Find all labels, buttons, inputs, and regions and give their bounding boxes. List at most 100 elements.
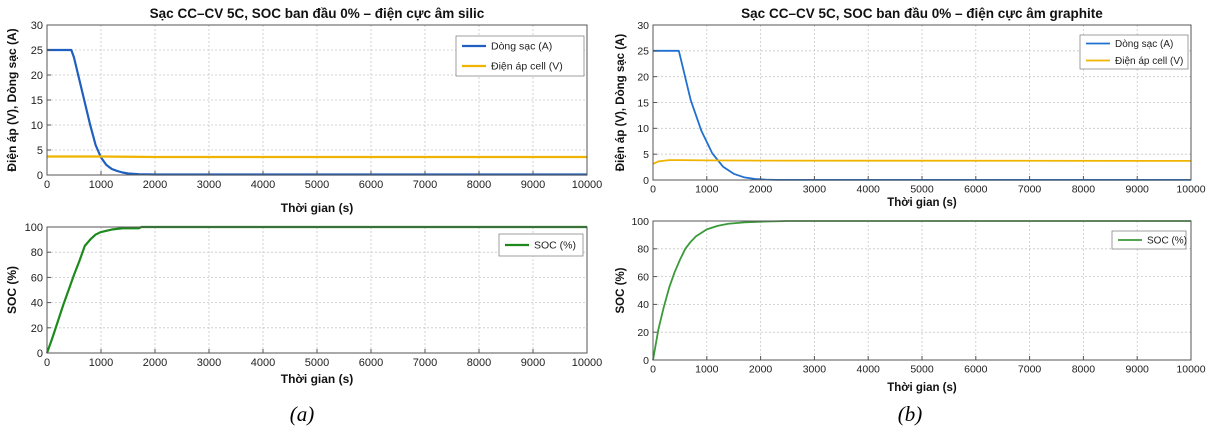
p1-c1-x-axis-label: Thời gian (s) [281,201,354,215]
p2-c1-xtick-label-0: 0 [650,184,656,196]
p1-c2-xtick-label-4: 4000 [251,357,275,369]
p1-c1-series-line-1 [47,48,587,176]
p2-c2-ytick-label-1: 20 [637,327,649,339]
p1-c2-xtick-label-7: 7000 [413,357,437,369]
p2-c1-xtick-label-10: 10000 [1176,184,1205,196]
p1-c1-ytick-label-4: 20 [31,70,43,82]
p2-c2-xtick-label-8: 8000 [1072,364,1096,376]
p2-c2-xtick-label-6: 6000 [964,364,988,376]
p1-c1-ytick-label-3: 15 [31,95,43,107]
p1-c1-xtick-label-2: 2000 [143,179,167,191]
p2-c1-ytick-label-5: 25 [637,46,649,58]
p1-c1-ytick-label-1: 5 [37,145,43,157]
p2-c1-ytick-label-0: 0 [643,175,649,187]
p1-c1-series-line-2 [47,155,587,159]
p2-c2-xtick-label-4: 4000 [857,364,881,376]
p2-c1-ytick-label-4: 20 [637,71,649,83]
p1-c1-xtick-label-0: 0 [44,179,50,191]
p1-c2-xtick-label-10: 10000 [572,357,603,369]
p1-c1-ytick-label-6: 30 [31,20,43,32]
p2-c1-xtick-label-8: 8000 [1072,184,1096,196]
p2-c1-xtick-label-9: 9000 [1126,184,1150,196]
p1-c1-xtick-label-4: 4000 [251,179,275,191]
p1-c2-xtick-label-8: 8000 [467,357,491,369]
p1-c1-legend-box [455,35,585,77]
p2-c1-legend-label-2: Điện áp cell (V) [1115,56,1183,67]
p2-c1-xtick-label-2: 2000 [749,184,773,196]
p2-c1-legend-label-1: Dòng sạc (A) [1115,39,1173,50]
p1-c1-xtick-label-10: 10000 [572,179,603,191]
p1-c2-y-axis-label: SOC (%) [5,266,19,314]
p2-c2-xtick-label-0: 0 [650,364,656,376]
p2-c2-legend-box [1111,230,1187,250]
p1-c2-ytick-label-1: 20 [31,323,43,335]
p2-c1-legend-box [1079,34,1189,70]
p1-c1-xtick-label-6: 6000 [359,179,383,191]
p2-c2-xtick-label-10: 10000 [1176,364,1205,376]
p1-c2-chart: 0 1000 2000 3000 4000 5000 6000 7000 8000 9000 100… [5,222,602,386]
p1-c2-xtick-label-6: 6000 [359,357,383,369]
p2-c2-y-axis-label: SOC (%) [615,267,627,313]
p1-c2-series-line-1 [45,225,587,354]
caption-a: (a) [289,402,315,426]
p2-c1-ytick-label-1: 5 [643,149,649,161]
p2-c1-ytick-label-2: 10 [637,123,649,135]
p2-c2-xtick-label-5: 5000 [910,364,934,376]
p2-c1-series-line-2 [652,159,1192,165]
p2-c1-xtick-label-3: 3000 [803,184,827,196]
p2-c2-chart: 0 1000 2000 3000 4000 5000 6000 7000 8000 9000 100… [615,216,1206,394]
p1-c2-xtick-label-9: 9000 [521,357,545,369]
p2-c1-xtick-label-5: 5000 [910,184,934,196]
p1-c2-xtick-label-5: 5000 [305,357,329,369]
p1-c1-xtick-label-7: 7000 [413,179,437,191]
p2-c1-y-axis-label: Điện áp (V), Dòng sạc (A) [615,34,627,172]
p2-c2-x-axis-label: Thời gian (s) [887,382,957,394]
p1-c2-legend-box [498,233,584,257]
p1-c1-ytick-label-5: 25 [31,45,43,57]
p2-c1-xtick-label-1: 1000 [695,184,719,196]
p1-c1-ytick-label-2: 10 [31,120,43,132]
p1-c2-xtick-label-3: 3000 [197,357,221,369]
p1-c2-ytick-label-5: 100 [25,222,43,234]
p2-c1-xtick-label-6: 6000 [964,184,988,196]
p1-c1-xtick-label-9: 9000 [521,179,545,191]
p1-c2-xtick-label-1: 1000 [89,357,113,369]
p2-c2-xtick-label-9: 9000 [1126,364,1150,376]
p2-c2-legend-label-1: SOC (%) [1147,236,1187,247]
p2-c2-xtick-label-2: 2000 [749,364,773,376]
p1-c1-xtick-label-5: 5000 [305,179,329,191]
p1-c1-ytick-label-0: 0 [37,170,43,182]
p2-c1-ytick-label-3: 15 [637,97,649,109]
p2-c1-xtick-label-4: 4000 [857,184,881,196]
p2-c2-xtick-label-3: 3000 [803,364,827,376]
p1-c2-ytick-label-3: 60 [31,272,43,284]
p1-c2-ytick-label-2: 40 [31,298,43,310]
p2-c2-ytick-label-5: 100 [631,216,649,228]
p1-c1-chart-title: Sạc CC–CV 5C, SOC ban đầu 0% – điện cực … [150,6,485,21]
p2-c2-ytick-label-0: 0 [643,355,649,367]
caption-b: (b) [897,402,923,426]
p2-c2-ytick-label-3: 60 [637,271,649,283]
p1-c1-xtick-label-8: 8000 [467,179,491,191]
p1-c2-xtick-label-0: 0 [44,357,50,369]
p1-c2-x-axis-label: Thời gian (s) [281,372,354,386]
p1-c1-legend-label-1: Dòng sạc (A) [491,41,552,53]
p2-c2-xtick-label-1: 1000 [695,364,719,376]
p2-c2-ytick-label-4: 80 [637,244,649,256]
p1-c1-xtick-label-1: 1000 [89,179,113,191]
p2-c1-chart: 0 1000 2000 3000 4000 5000 6000 7000 8000 9000 100… [615,6,1206,209]
p1-c2-legend-label-1: SOC (%) [534,240,576,252]
p2-c1-xtick-label-7: 7000 [1018,184,1042,196]
p2-c1-chart-title: Sạc CC–CV 5C, SOC ban đầu 0% – điện cực … [741,6,1103,21]
p1-c2-ytick-label-0: 0 [37,348,43,360]
p1-c1-legend-label-2: Điện áp cell (V) [491,61,563,73]
p1-c1-chart: 0 1000 2000 3000 4000 5000 6000 7000 8000 9000 100… [5,6,602,215]
p1-c1-y-axis-label: Điện áp (V), Dòng sạc (A) [5,28,19,171]
p2-c1-ytick-label-6: 30 [637,20,649,32]
p1-c2-xtick-label-2: 2000 [143,357,167,369]
p1-c2-ytick-label-4: 80 [31,247,43,259]
p2-c1-x-axis-label: Thời gian (s) [887,197,957,209]
p1-c1-xtick-label-3: 3000 [197,179,221,191]
p2-c2-ytick-label-2: 40 [637,299,649,311]
